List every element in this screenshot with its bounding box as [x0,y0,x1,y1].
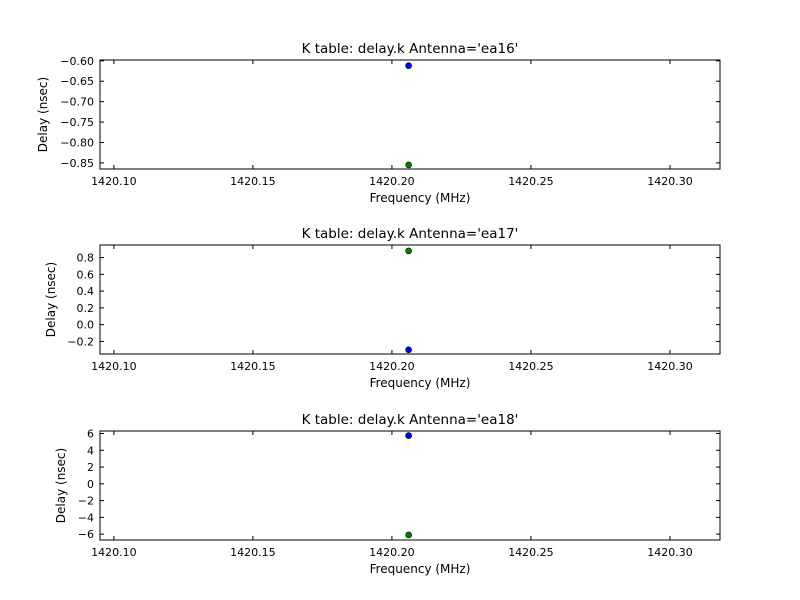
x-axis-label: Frequency (MHz) [370,376,471,390]
data-point [405,432,412,439]
x-tick-label: 1420.25 [508,360,554,373]
x-tick-label: 1420.20 [369,360,415,373]
x-tick-label: 1420.20 [369,175,415,188]
y-tick-label: 0.8 [77,252,95,265]
y-tick-label: 4 [87,444,94,457]
x-tick-label: 1420.10 [91,546,137,559]
y-tick-label: 6 [87,428,94,441]
y-tick-label: −0.60 [60,55,94,68]
data-point [405,161,412,169]
y-tick-label: −6 [78,528,94,541]
x-tick-label: 1420.30 [647,175,693,188]
y-tick-label: −0.65 [60,75,94,88]
data-point [405,62,412,70]
x-tick-label: 1420.15 [230,360,276,373]
plot-frame [99,244,721,355]
x-axis-label: Frequency (MHz) [370,562,471,576]
y-tick-label: 0 [87,478,94,491]
data-point [405,531,412,539]
data-point [405,247,412,255]
x-tick-label: 1420.15 [230,175,276,188]
y-tick-label: 0.4 [77,285,95,298]
x-tick-label: 1420.15 [230,546,276,559]
y-tick-label: −0.85 [60,157,94,170]
x-tick-label: 1420.25 [508,175,554,188]
chart-title: K table: delay.k Antenna='ea16' [302,41,519,57]
y-tick-label: 0.0 [77,319,95,332]
x-tick-label: 1420.30 [647,360,693,373]
y-tick-label: −0.80 [60,136,94,149]
chart-title: K table: delay.k Antenna='ea17' [302,226,519,242]
y-axis-label: Delay (nsec) [44,262,58,337]
x-tick-label: 1420.30 [647,546,693,559]
data-point [405,346,412,354]
y-tick-label: −0.70 [60,96,94,109]
y-tick-label: −4 [78,511,94,524]
y-tick-label: 0.2 [77,302,95,315]
x-axis-label: Frequency (MHz) [370,191,471,205]
y-tick-label: −0.75 [60,116,94,129]
plot-frame [99,59,721,170]
x-tick-label: 1420.10 [91,175,137,188]
chart-title: K table: delay.k Antenna='ea18' [302,412,519,428]
x-tick-label: 1420.10 [91,360,137,373]
x-tick-label: 1420.25 [508,546,554,559]
y-axis-label: Delay (nsec) [54,448,68,523]
y-axis-label: Delay (nsec) [36,77,50,152]
y-tick-label: 0.6 [77,268,95,281]
y-tick-label: −0.2 [67,335,94,348]
y-tick-label: −2 [78,495,94,508]
y-tick-label: 2 [87,461,94,474]
plot-frame [99,430,721,541]
x-tick-label: 1420.20 [369,546,415,559]
